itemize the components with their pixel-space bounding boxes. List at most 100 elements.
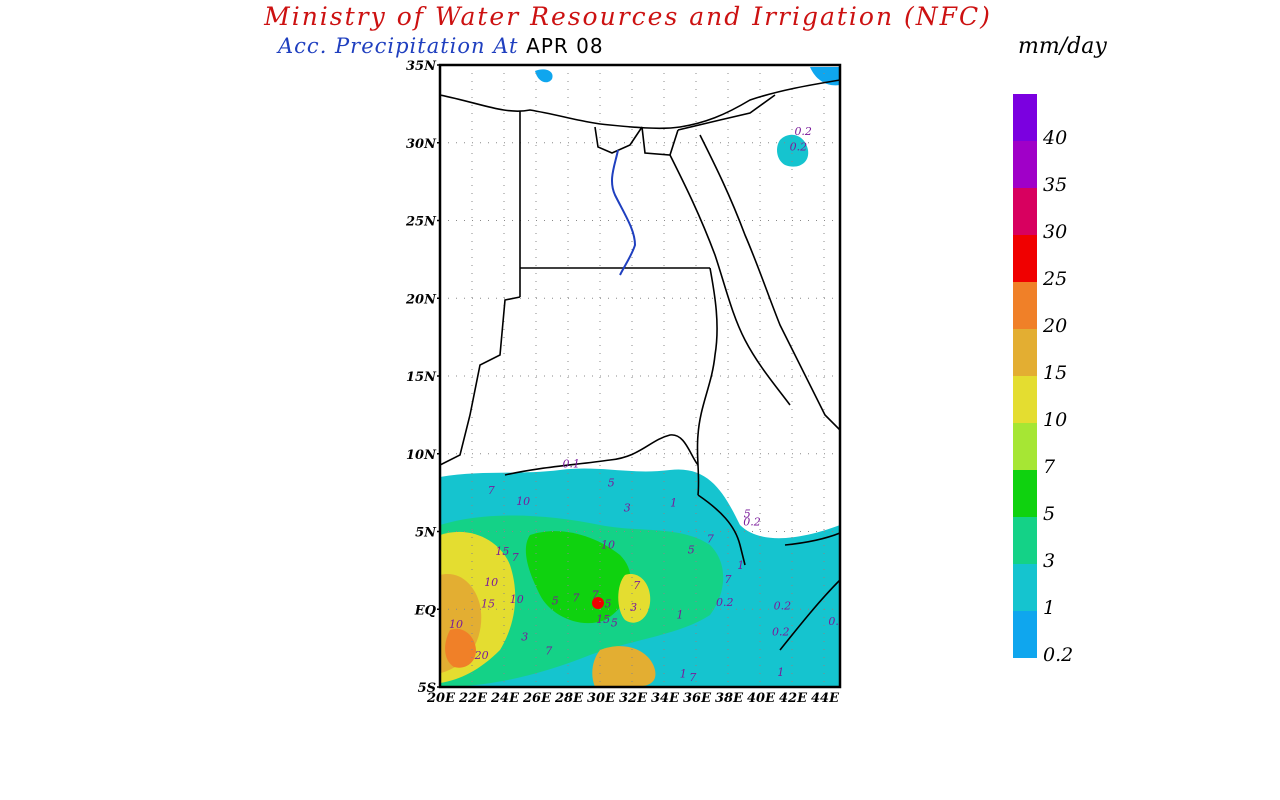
legend-swatch [1013,141,1037,188]
contour-label: 7 [545,644,552,657]
longitude-label: 34E [651,691,680,706]
contour-label: 7 [512,551,519,564]
legend-swatch [1013,188,1037,235]
contour-label: 3 [521,630,528,643]
contour-label: 10 [449,618,463,631]
subtitle-prefix: Acc. Precipitation At [278,34,519,58]
unit-label: mm/day [1018,34,1107,59]
contour-label: 1 [680,668,687,681]
longitude-label: 24E [490,691,520,706]
color-legend [1013,94,1037,658]
contour-label: 10 [484,576,498,589]
rain-patch-north [535,69,553,83]
contour-label: 5 [605,598,612,611]
map-grid [440,65,840,687]
contour-label: 7 [573,591,580,604]
country-borders [440,79,840,651]
longitude-label: 36E [683,691,712,706]
contour-label: 5 [744,508,751,521]
rain-cell [592,597,604,609]
contour-label: 7 [707,532,714,545]
contour-label: 5 [608,476,615,489]
longitude-label: 26E [522,691,552,706]
latitude-label: 5S [418,681,436,696]
legend-label: 15 [1043,362,1068,384]
contour-label: 15 [596,613,610,626]
red-sea-west-coast [669,154,791,406]
legend-swatch [1013,94,1037,141]
latitude-label: 15N [406,370,437,385]
legend-label: 40 [1043,127,1068,149]
longitude-label: 22E [458,691,488,706]
legend-label: 10 [1043,409,1068,431]
latitude-labels: 35N 30N 25N 20N 15N 10N 5N EQ 5S [405,59,440,696]
contour-label: 3 [630,601,637,614]
legend-swatch [1013,611,1037,658]
contour-label: 0.2 [794,125,812,138]
legend-swatch [1013,282,1037,329]
legend-label: 35 [1043,174,1068,196]
nile-delta-borders [594,126,643,154]
legend-label: 5 [1043,503,1056,525]
contour-label: 0.2 [790,141,808,154]
legend-label: 7 [1043,456,1056,478]
contour-label: 20 [474,649,489,662]
longitude-label: 30E [587,691,616,706]
contour-label: 0.2 [774,599,792,612]
contour-label: 7 [592,588,599,601]
latitude-label: 30N [406,137,437,152]
precipitation-field [440,67,840,687]
legend-label: 3 [1043,550,1056,572]
contour-label: 3 [624,501,631,514]
map-date: APR 08 [526,34,604,58]
latitude-label: 10N [406,448,437,463]
contour-label: 7 [633,579,640,592]
contour-label: 0. [828,615,839,628]
longitude-label: 42E [779,691,808,706]
latitude-label: 25N [405,215,437,230]
latitude-label: EQ [414,603,437,618]
longitude-label: 38E [715,691,744,706]
legend-swatch [1013,423,1037,470]
longitude-label: 28E [554,691,584,706]
nile-river [611,149,637,276]
contour-label: 10 [510,593,524,606]
legend-label: 25 [1043,268,1068,290]
legend-swatch [1013,470,1037,517]
longitude-label: 44E [811,691,840,706]
contour-label: 10 [516,495,530,508]
contour-label: 1 [777,666,784,679]
contour-label: 5 [688,543,695,556]
border-sudan-south [504,434,699,476]
legend-swatch [1013,376,1037,423]
legend-label: 30 [1043,221,1068,243]
contour-label: 7 [488,484,495,497]
legend-label: 20 [1043,315,1068,337]
legend-label: 1 [1043,597,1056,619]
contour-label: 0.1 [562,458,580,471]
border-sudan-chad [440,296,521,466]
contour-label: 0.2 [743,515,761,528]
contour-label: 1 [677,609,684,622]
legend-swatch [1013,235,1037,282]
contour-label: 1 [670,497,677,510]
contour-label: 0.2 [716,596,734,609]
rain-zone-core [445,628,476,668]
contour-label: 5 [552,595,559,608]
contour-label: 7 [689,671,696,684]
longitude-label: 32E [619,691,648,706]
map-subtitle: Acc. Precipitation At APR 08 [278,34,604,58]
contour-label: 1 [737,559,744,572]
page-title: Ministry of Water Resources and Irrigati… [264,2,992,31]
sinai-border [641,126,679,156]
legend-swatch [1013,517,1037,564]
longitude-label: 40E [747,691,776,706]
rain-zone-heavy [525,531,631,624]
border-south-sudan-east [697,494,746,566]
contour-label: 0.2 [772,626,790,639]
latitude-label: 5N [415,526,437,541]
border-horn [784,532,840,546]
contour-label: 7 [725,573,732,586]
